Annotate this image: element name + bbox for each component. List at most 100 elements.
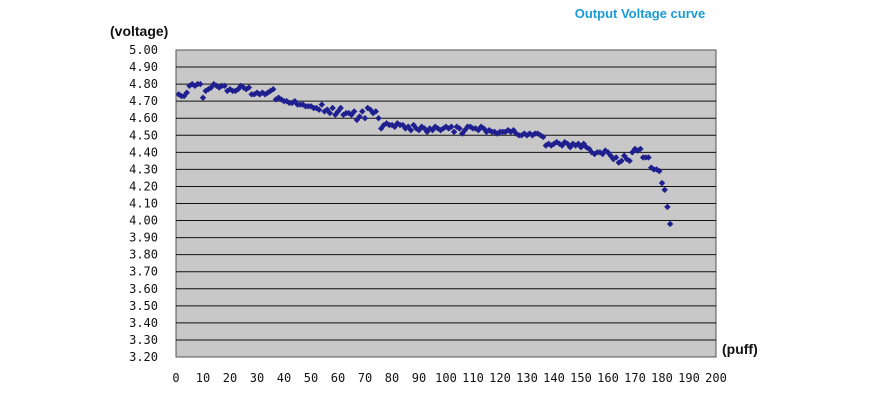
data-point	[267, 87, 274, 95]
x-tick-label: 100	[435, 371, 457, 385]
data-point	[375, 115, 382, 122]
data-point	[580, 140, 587, 148]
data-point	[634, 147, 641, 154]
x-tick-label: 160	[597, 371, 619, 385]
y-tick-label: 4.50	[129, 128, 158, 142]
y-axis-title: (voltage)	[110, 23, 168, 39]
data-point	[558, 142, 566, 149]
x-tick-label: 200	[705, 371, 727, 385]
data-point	[637, 145, 644, 153]
data-point	[337, 104, 344, 112]
data-point	[653, 166, 660, 173]
data-point	[359, 108, 366, 115]
x-tick-labels: 0 10 20 30 40 50 60 70 80 90 100 110 120 130 140 150 160…	[172, 371, 726, 385]
data-point	[361, 115, 369, 122]
data-point	[545, 140, 552, 148]
data-point	[315, 106, 323, 113]
y-tick-label: 3.80	[129, 248, 158, 262]
y-tick-labels: 5.00 4.90 4.80 4.70 4.60 4.50 4.40 4.30 4.20 4.10…	[129, 43, 158, 364]
data-point	[664, 203, 671, 211]
x-tick-label: 190	[678, 371, 700, 385]
data-point	[602, 147, 609, 154]
y-tick-label: 4.40	[129, 145, 158, 159]
data-point	[645, 154, 652, 161]
data-point	[575, 140, 582, 148]
y-tick-label: 4.00	[129, 214, 158, 228]
data-point	[321, 108, 328, 115]
data-point	[666, 220, 674, 228]
y-tick-label: 4.10	[129, 197, 158, 211]
data-point	[502, 128, 509, 136]
chart-title: Output Voltage curve	[575, 6, 706, 21]
data-point	[561, 138, 568, 146]
data-point	[351, 108, 358, 115]
data-point	[542, 142, 550, 149]
data-point	[407, 126, 415, 134]
data-point	[626, 157, 633, 165]
data-point	[329, 104, 336, 112]
data-point	[213, 82, 220, 90]
x-tick-label: 130	[516, 371, 538, 385]
data-point	[507, 128, 514, 136]
data-point	[240, 84, 247, 91]
x-tick-label: 180	[651, 371, 673, 385]
y-tick-label: 3.70	[129, 265, 158, 279]
y-tick-label: 4.90	[129, 60, 158, 74]
x-tick-label: 50	[304, 371, 318, 385]
data-point	[367, 106, 374, 113]
y-tick-label: 3.90	[129, 231, 158, 245]
data-point	[270, 86, 277, 93]
data-point	[612, 154, 620, 161]
data-point	[599, 150, 606, 158]
data-point	[572, 142, 579, 149]
x-tick-label: 10	[196, 371, 210, 385]
x-tick-label: 110	[462, 371, 484, 385]
x-tick-label: 170	[624, 371, 646, 385]
data-point	[567, 144, 574, 151]
grid-lines	[176, 66, 716, 341]
x-tick-label: 90	[412, 371, 426, 385]
data-point	[621, 152, 628, 159]
x-tick-label: 120	[489, 371, 511, 385]
data-point	[299, 101, 307, 108]
data-point	[272, 96, 280, 103]
y-tick-label: 4.80	[129, 77, 158, 91]
x-axis-title: (puff)	[722, 341, 758, 357]
data-point	[540, 133, 547, 141]
data-point	[456, 125, 463, 132]
data-point	[356, 113, 363, 120]
x-tick-label: 140	[543, 371, 565, 385]
data-point	[483, 128, 490, 136]
data-point	[232, 87, 239, 95]
data-point	[450, 128, 458, 136]
data-point	[442, 123, 450, 130]
data-point	[526, 130, 533, 137]
data-point	[453, 123, 460, 130]
x-tick-label: 40	[277, 371, 291, 385]
data-point	[186, 82, 193, 90]
data-point	[221, 82, 228, 90]
y-tick-label: 5.00	[129, 43, 158, 57]
data-point	[467, 123, 474, 130]
data-point	[334, 108, 342, 115]
x-tick-label: 80	[385, 371, 399, 385]
x-tick-label: 0	[172, 371, 179, 385]
x-tick-label: 70	[358, 371, 372, 385]
y-tick-label: 3.40	[129, 316, 158, 330]
data-point	[588, 149, 595, 156]
data-point	[388, 121, 396, 129]
y-tick-label: 4.30	[129, 162, 158, 176]
x-tick-label: 150	[570, 371, 592, 385]
data-point	[585, 145, 593, 153]
data-points	[175, 80, 674, 228]
data-point	[429, 126, 436, 134]
data-point	[615, 159, 622, 166]
data-point	[448, 123, 455, 130]
data-point	[513, 130, 520, 137]
y-tick-label: 3.30	[129, 333, 158, 347]
data-point	[226, 86, 234, 93]
data-point	[353, 116, 361, 124]
data-point	[661, 186, 668, 194]
data-point	[461, 126, 469, 134]
